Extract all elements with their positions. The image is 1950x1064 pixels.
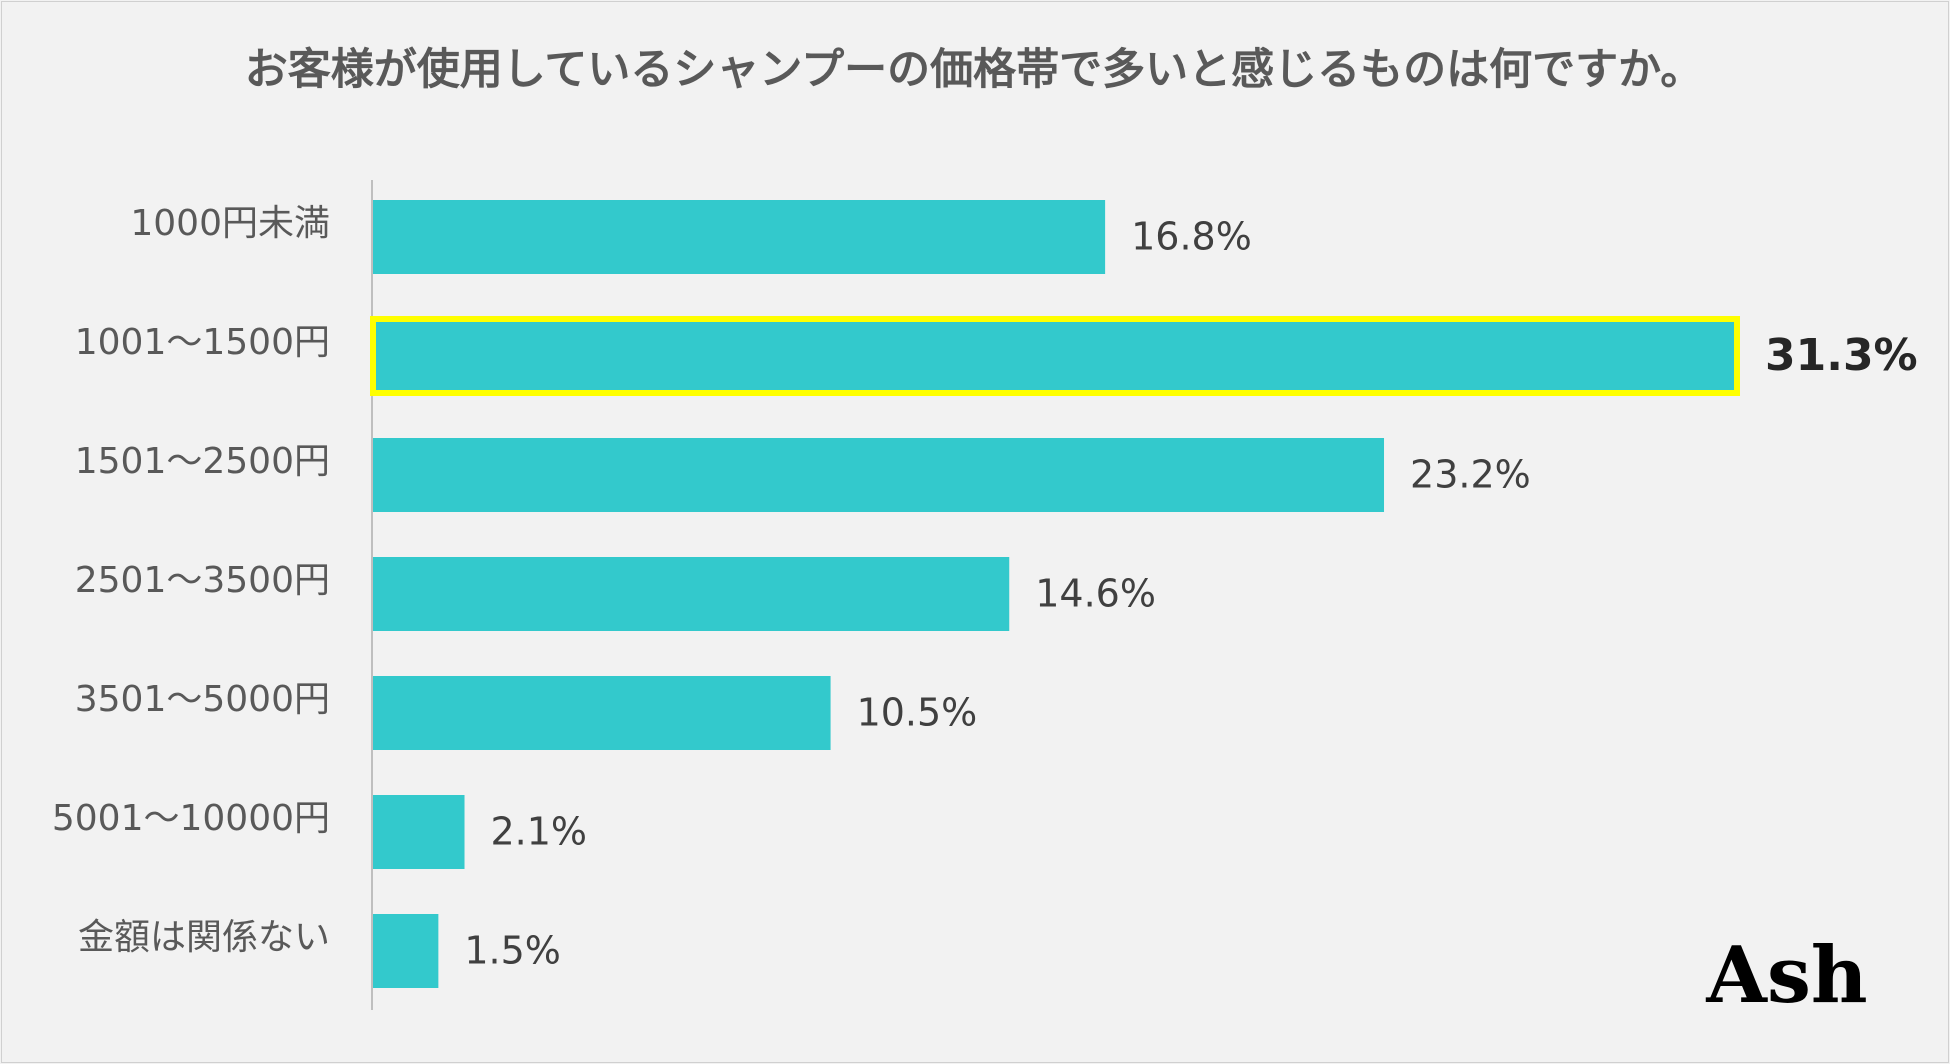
bar-6 [373, 795, 465, 869]
bar-3 [373, 438, 1385, 512]
category-label: 1001～1500円 [75, 322, 330, 363]
bar-7 [373, 914, 439, 988]
category-label: 1000円未満 [130, 203, 330, 244]
bar-2 [370, 316, 1740, 396]
bar-1 [373, 200, 1106, 274]
value-label: 31.3% [1765, 330, 1918, 381]
bar-5 [373, 676, 831, 750]
category-label: 1501～2500円 [75, 441, 330, 482]
bars-layer: 1000円未満 16.8% 1001～1500円 31.3% 1501～2500円 23.… [52, 200, 1918, 988]
value-label: 2.1% [491, 810, 588, 854]
brand-logo: Ash [1705, 930, 1867, 1021]
bar-4 [373, 557, 1010, 631]
value-label: 1.5% [464, 929, 561, 973]
category-label: 金額は関係ない [78, 917, 330, 958]
value-label: 16.8% [1131, 215, 1252, 259]
value-label: 14.6% [1035, 572, 1156, 616]
value-label: 23.2% [1410, 453, 1531, 497]
value-label: 10.5% [857, 691, 978, 735]
chart-title: お客様が使用しているシャンプーの価格帯で多いと感じるものは何ですか。 [245, 45, 1704, 95]
category-label: 2501～3500円 [75, 560, 330, 601]
category-label: 5001～10000円 [52, 798, 330, 839]
category-label: 3501～5000円 [75, 679, 330, 720]
